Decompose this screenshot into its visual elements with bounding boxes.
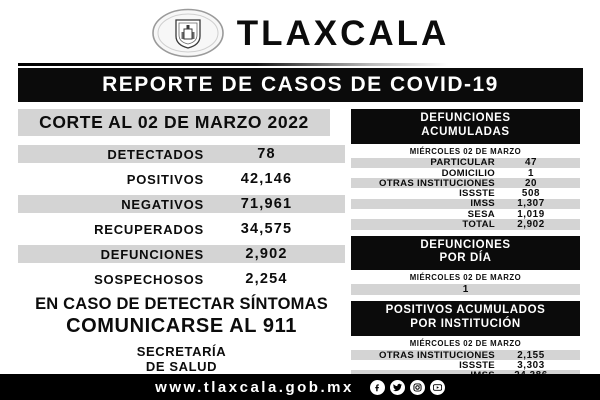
table-row: DOMICILIO 1 <box>351 167 580 179</box>
tlaxcala-crest-logo <box>151 8 224 58</box>
stat-value: 71,961 <box>240 196 293 212</box>
block-title-line: DEFUNCIONES <box>420 238 511 251</box>
table-row-total: TOTAL 2,902 <box>351 219 580 231</box>
twitter-icon[interactable] <box>389 379 405 395</box>
stat-row-recuperados: RECUPERADOS 34,575 <box>18 220 345 238</box>
deaths-per-day-header: DEFUNCIONES POR DÍA <box>351 235 580 271</box>
block-title-line: ACUMULADAS <box>421 125 510 138</box>
row-label: ISSSTE <box>459 359 495 371</box>
stat-value: 34,575 <box>240 221 293 237</box>
stat-label: RECUPERADOS <box>94 221 204 237</box>
stat-row-positivos: POSITIVOS 42,146 <box>18 170 345 188</box>
block-title-line: POR INSTITUCIÓN <box>410 318 521 331</box>
table-row: OTRAS INSTITUCIONES 20 <box>351 177 580 189</box>
table-row: PARTICULAR 47 <box>351 157 580 169</box>
advisory-line-1: EN CASO DE DETECTAR SÍNTOMAS <box>35 295 328 313</box>
stat-label: NEGATIVOS <box>121 196 204 212</box>
row-label: PARTICULAR <box>430 157 495 169</box>
stat-row-negativos: NEGATIVOS 71,961 <box>18 195 345 213</box>
cutoff-date-bar: CORTE AL 02 DE MARZO 2022 <box>18 109 330 136</box>
row-value: 1,019 <box>517 208 545 220</box>
positives-by-institution-header: POSITIVOS ACUMULADOS POR INSTITUCIÓN <box>351 301 580 336</box>
gradient-divider <box>18 63 584 66</box>
stat-value: 42,146 <box>240 171 293 187</box>
row-value: 2,902 <box>517 219 545 231</box>
row-value: 1 <box>527 167 535 179</box>
secretaria-line-1: SECRETARÍA <box>136 344 227 359</box>
row-label: SESA <box>467 208 495 220</box>
block-title-line: DEFUNCIONES <box>420 112 511 124</box>
secretaria-de-salud: SECRETARÍA DE SALUD <box>18 344 345 375</box>
row-value: 47 <box>524 157 538 169</box>
stat-row-detectados: DETECTADOS 78 <box>18 145 345 163</box>
secretaria-line-2: DE SALUD <box>145 358 218 374</box>
row-value: 20 <box>524 177 538 189</box>
deaths-per-day-value: 1 <box>351 284 580 296</box>
stat-row-defunciones: DEFUNCIONES 2,902 <box>18 245 345 263</box>
row-value: 508 <box>521 188 541 200</box>
table-row: SESA 1,019 <box>351 208 580 220</box>
stat-value: 78 <box>257 146 276 162</box>
stat-label: POSITIVOS <box>126 171 204 187</box>
main-content: CORTE AL 02 DE MARZO 2022 DETECTADOS 78 … <box>0 102 600 400</box>
row-value: 2,155 <box>517 349 545 361</box>
table-row: IMSS 1,307 <box>351 198 580 210</box>
table-row: ISSSTE 508 <box>351 188 580 200</box>
block-title-line: POSITIVOS ACUMULADOS <box>385 304 546 317</box>
stat-label: DEFUNCIONES <box>100 246 204 262</box>
deaths-accumulated-header: DEFUNCIONES ACUMULADAS <box>351 109 580 144</box>
deaths-per-day-date: MIÉRCOLES 02 DE MARZO <box>409 273 522 283</box>
header: TLAXCALA <box>0 0 600 62</box>
stat-label: SOSPECHOSOS <box>94 271 204 287</box>
table-row: ISSSTE 3,303 <box>351 359 580 371</box>
row-label: DOMICILIO <box>441 167 495 179</box>
row-label: OTRAS INSTITUCIONES <box>378 177 495 189</box>
block-title-line: POR DÍA <box>439 252 492 265</box>
facebook-icon[interactable] <box>369 379 385 395</box>
row-label: TOTAL <box>462 219 495 231</box>
table-row: OTRAS INSTITUCIONES 2,155 <box>351 349 580 361</box>
detail-column: DEFUNCIONES ACUMULADAS MIÉRCOLES 02 DE M… <box>351 109 580 400</box>
report-banner-title: REPORTE DE CASOS DE COVID-19 <box>18 68 583 102</box>
stat-value: 2,902 <box>245 246 288 262</box>
row-label: OTRAS INSTITUCIONES <box>378 349 495 361</box>
advisory-line-2: COMUNICARSE AL 911 <box>66 315 297 337</box>
stat-value: 2,254 <box>245 271 288 287</box>
row-label: ISSSTE <box>459 188 495 200</box>
deaths-accumulated-date: MIÉRCOLES 02 DE MARZO <box>409 146 522 156</box>
positives-by-institution-date: MIÉRCOLES 02 DE MARZO <box>409 338 522 348</box>
footer-bar: www.tlaxcala.gob.mx <box>0 374 600 400</box>
summary-column: CORTE AL 02 DE MARZO 2022 DETECTADOS 78 … <box>18 109 345 400</box>
page-title: TLAXCALA <box>236 13 450 53</box>
row-value: 1,307 <box>517 198 545 210</box>
stat-row-sospechosos: SOSPECHOSOS 2,254 <box>18 270 345 288</box>
social-icons <box>369 379 445 395</box>
youtube-icon[interactable] <box>429 379 445 395</box>
footer-url[interactable]: www.tlaxcala.gob.mx <box>155 378 354 396</box>
stat-label: DETECTADOS <box>107 146 204 162</box>
row-label: IMSS <box>470 198 495 210</box>
instagram-icon[interactable] <box>409 379 425 395</box>
row-value: 3,303 <box>517 359 545 371</box>
